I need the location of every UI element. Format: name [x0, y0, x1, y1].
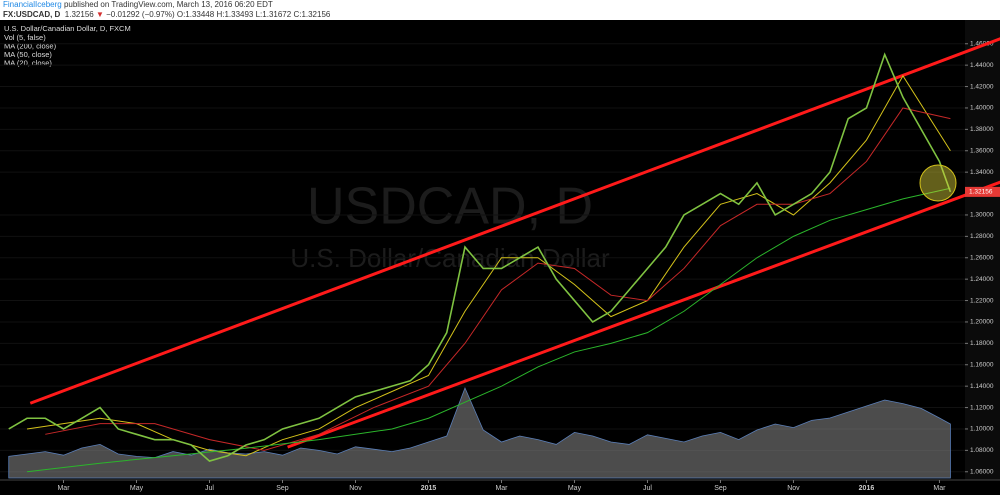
- x-tick-label: Sep: [714, 485, 727, 492]
- x-tick-label: Mar: [495, 485, 508, 492]
- open: O:1.33448: [176, 10, 215, 19]
- x-tick-label: Mar: [933, 485, 946, 492]
- last-price-box: [965, 186, 1000, 197]
- symbol: FX:USDCAD, D: [3, 10, 61, 19]
- x-tick-label: May: [568, 485, 582, 492]
- y-tick-label: 1.46000: [970, 40, 994, 47]
- chart: USDCAD, D U.S. Dollar/Canadian Dollar U.…: [0, 20, 1000, 495]
- y-tick-label: 1.28000: [970, 233, 994, 240]
- author[interactable]: FinancialIceberg: [3, 0, 62, 9]
- x-tick-label: Sep: [276, 485, 289, 492]
- y-tick-label: 1.10000: [970, 426, 994, 433]
- y-tick-label: 1.22000: [970, 297, 994, 304]
- price-line: [8, 52, 952, 462]
- price-axis: [965, 20, 1000, 480]
- y-tick-label: 1.26000: [970, 254, 994, 261]
- published: published on TradingView.com, March 13, …: [63, 0, 273, 9]
- x-tick-label: Jul: [643, 485, 652, 492]
- y-tick-label: 1.08000: [970, 447, 994, 454]
- moving-average: [45, 107, 951, 451]
- indicator-label: MA (200, close): [4, 41, 57, 50]
- header: FinancialIceberg published on TradingVie…: [0, 0, 1000, 20]
- indicator-label: Vol (5, false): [4, 33, 46, 42]
- y-tick-label: 1.36000: [970, 147, 994, 154]
- y-tick-label: 1.14000: [970, 383, 994, 390]
- y-tick-label: 1.06000: [970, 468, 994, 475]
- indicator-label: MA (50, close): [4, 50, 52, 59]
- y-tick-label: 1.18000: [970, 340, 994, 347]
- y-tick-label: 1.30000: [970, 212, 994, 219]
- x-tick-label: 2016: [859, 485, 875, 492]
- x-tick-label: Mar: [57, 485, 70, 492]
- x-tick-label: Nov: [787, 485, 800, 492]
- trend-line: [287, 180, 1000, 449]
- y-tick-label: 1.20000: [970, 319, 994, 326]
- x-tick-label: Nov: [349, 485, 362, 492]
- low: L:1.31672: [255, 10, 292, 19]
- y-tick-label: 1.24000: [970, 276, 994, 283]
- y-tick-label: 1.12000: [970, 404, 994, 411]
- moving-average: [26, 187, 951, 473]
- last-price-label: 1.32156: [969, 189, 993, 196]
- y-tick-label: 1.42000: [970, 83, 994, 90]
- y-tick-label: 1.16000: [970, 361, 994, 368]
- trend-line: [29, 37, 1000, 405]
- y-tick-label: 1.34000: [970, 169, 994, 176]
- x-tick-label: Jul: [205, 485, 214, 492]
- x-tick-label: 2015: [421, 485, 437, 492]
- y-tick-label: 1.38000: [970, 126, 994, 133]
- highlight-circle: [919, 164, 957, 202]
- change: −0.01292 (−0.97%): [106, 10, 175, 19]
- indicator-label: MA (20, close): [4, 58, 52, 67]
- y-tick-label: 1.44000: [970, 62, 994, 69]
- close: C:1.32156: [293, 10, 331, 19]
- arrow: ▼: [95, 10, 104, 19]
- chart-title: U.S. Dollar/Canadian Dollar, D, FXCM: [4, 24, 131, 33]
- last: 1.32156: [64, 10, 94, 19]
- high: H:1.33493: [216, 10, 254, 19]
- x-tick-label: May: [130, 485, 144, 492]
- y-tick-label: 1.40000: [970, 105, 994, 112]
- watermark: USDCAD, D: [307, 178, 593, 236]
